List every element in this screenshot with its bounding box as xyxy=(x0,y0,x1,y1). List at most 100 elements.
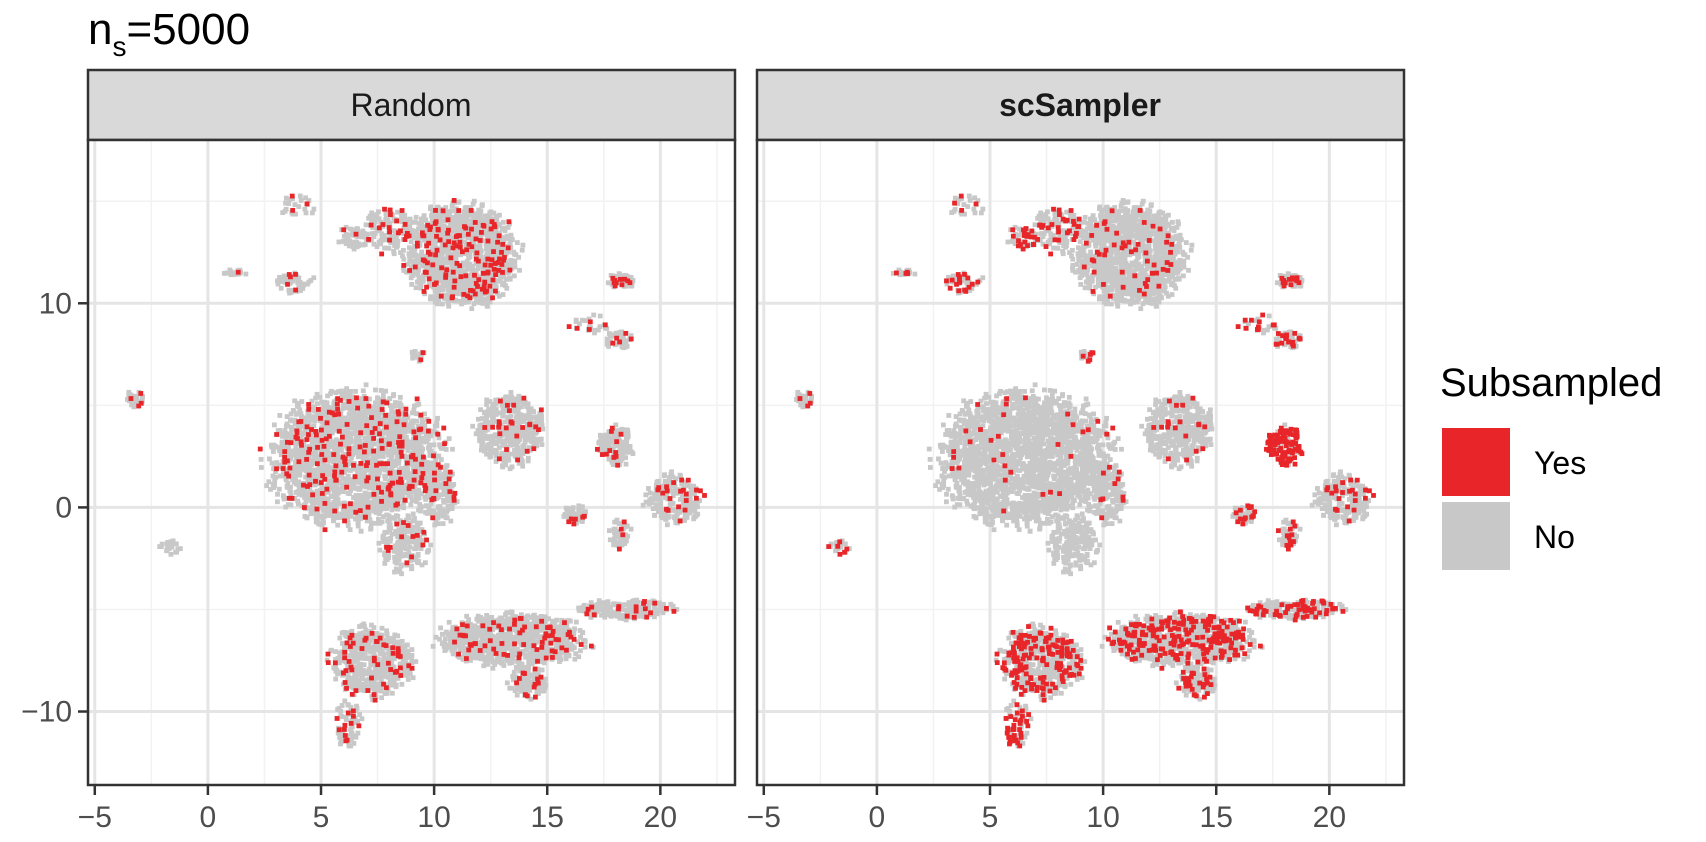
point-not-sampled xyxy=(510,398,515,404)
point-not-sampled xyxy=(333,666,339,672)
point-not-sampled xyxy=(351,431,356,437)
point-not-sampled xyxy=(374,244,380,249)
point-not-sampled xyxy=(357,638,363,644)
point-not-sampled xyxy=(409,658,415,663)
point-not-sampled xyxy=(362,509,368,515)
point-not-sampled xyxy=(443,213,449,219)
point-not-sampled xyxy=(493,448,499,453)
point-not-sampled xyxy=(475,223,481,229)
point-not-sampled xyxy=(669,500,674,506)
point-not-sampled xyxy=(482,433,487,438)
point-not-sampled xyxy=(508,232,514,238)
point-not-sampled xyxy=(445,252,451,258)
point-not-sampled xyxy=(500,282,505,288)
point-not-sampled xyxy=(440,521,446,527)
point-not-sampled xyxy=(402,212,408,218)
point-not-sampled xyxy=(419,449,424,454)
point-not-sampled xyxy=(305,491,311,497)
point-not-sampled xyxy=(368,520,374,526)
point-not-sampled xyxy=(389,409,395,415)
point-not-sampled xyxy=(316,481,322,487)
point-not-sampled xyxy=(493,254,499,260)
point-not-sampled xyxy=(420,278,426,284)
point-not-sampled xyxy=(428,433,434,439)
point-not-sampled xyxy=(453,206,459,212)
point-not-sampled xyxy=(539,442,545,447)
point-not-sampled xyxy=(409,652,415,658)
point-not-sampled xyxy=(365,671,371,677)
point-not-sampled xyxy=(387,220,392,226)
point-not-sampled xyxy=(348,424,354,430)
point-not-sampled xyxy=(368,457,374,463)
point-not-sampled xyxy=(358,233,363,239)
point-not-sampled xyxy=(413,659,419,664)
point-not-sampled xyxy=(433,238,439,243)
point-not-sampled xyxy=(377,651,383,656)
point-not-sampled xyxy=(629,283,634,289)
point-not-sampled xyxy=(489,236,494,241)
point-not-sampled xyxy=(429,486,435,492)
point-not-sampled xyxy=(486,407,492,412)
point-not-sampled xyxy=(387,396,393,401)
point-not-sampled xyxy=(399,525,405,530)
point-not-sampled xyxy=(577,321,582,327)
point-not-sampled xyxy=(325,489,331,495)
point-not-sampled xyxy=(275,491,280,497)
point-not-sampled xyxy=(481,238,487,244)
point-not-sampled xyxy=(433,455,439,460)
point-not-sampled xyxy=(516,254,522,260)
point-not-sampled xyxy=(401,485,407,490)
point-not-sampled xyxy=(335,438,341,444)
point-not-sampled xyxy=(395,429,401,434)
point-not-sampled xyxy=(353,649,358,655)
point-not-sampled xyxy=(326,469,331,474)
point-not-sampled xyxy=(420,263,426,269)
point-not-sampled xyxy=(364,400,370,406)
point-not-sampled xyxy=(409,249,414,255)
point-not-sampled xyxy=(339,393,345,398)
point-not-sampled xyxy=(360,686,365,692)
point-not-sampled xyxy=(628,333,634,339)
point-not-sampled xyxy=(409,647,415,652)
point-not-sampled xyxy=(303,467,308,472)
point-not-sampled xyxy=(446,246,451,252)
point-not-sampled xyxy=(471,301,477,307)
point-not-sampled xyxy=(355,645,361,651)
point-not-sampled xyxy=(394,496,400,502)
point-not-sampled xyxy=(380,537,386,543)
point-not-sampled xyxy=(302,495,307,500)
point-not-sampled xyxy=(374,631,380,636)
point-not-sampled xyxy=(672,484,678,490)
point-not-sampled xyxy=(384,492,389,498)
point-not-sampled xyxy=(323,413,329,419)
point-not-sampled xyxy=(388,457,394,463)
point-not-sampled xyxy=(410,445,416,451)
point-not-sampled xyxy=(449,208,455,214)
point-not-sampled xyxy=(324,448,330,454)
point-not-sampled xyxy=(436,512,442,518)
point-not-sampled xyxy=(508,244,514,250)
point-not-sampled xyxy=(369,670,375,676)
point-not-sampled xyxy=(614,443,620,449)
point-not-sampled xyxy=(309,474,315,480)
point-not-sampled xyxy=(411,250,417,256)
point-not-sampled xyxy=(408,489,414,495)
point-not-sampled xyxy=(500,235,506,241)
point-not-sampled xyxy=(400,253,405,259)
point-not-sampled xyxy=(445,209,451,215)
point-not-sampled xyxy=(359,427,365,432)
point-not-sampled xyxy=(486,227,492,232)
point-not-sampled xyxy=(404,642,410,648)
point-not-sampled xyxy=(356,669,362,675)
point-not-sampled xyxy=(390,426,396,431)
point-not-sampled xyxy=(381,651,387,657)
point-not-sampled xyxy=(402,487,407,493)
point-not-sampled xyxy=(444,260,450,266)
point-not-sampled xyxy=(538,411,544,416)
point-not-sampled xyxy=(670,474,676,480)
point-not-sampled xyxy=(376,472,382,478)
point-not-sampled xyxy=(383,421,389,427)
point-not-sampled xyxy=(379,505,385,511)
point-not-sampled xyxy=(410,675,416,681)
point-not-sampled xyxy=(308,414,314,420)
